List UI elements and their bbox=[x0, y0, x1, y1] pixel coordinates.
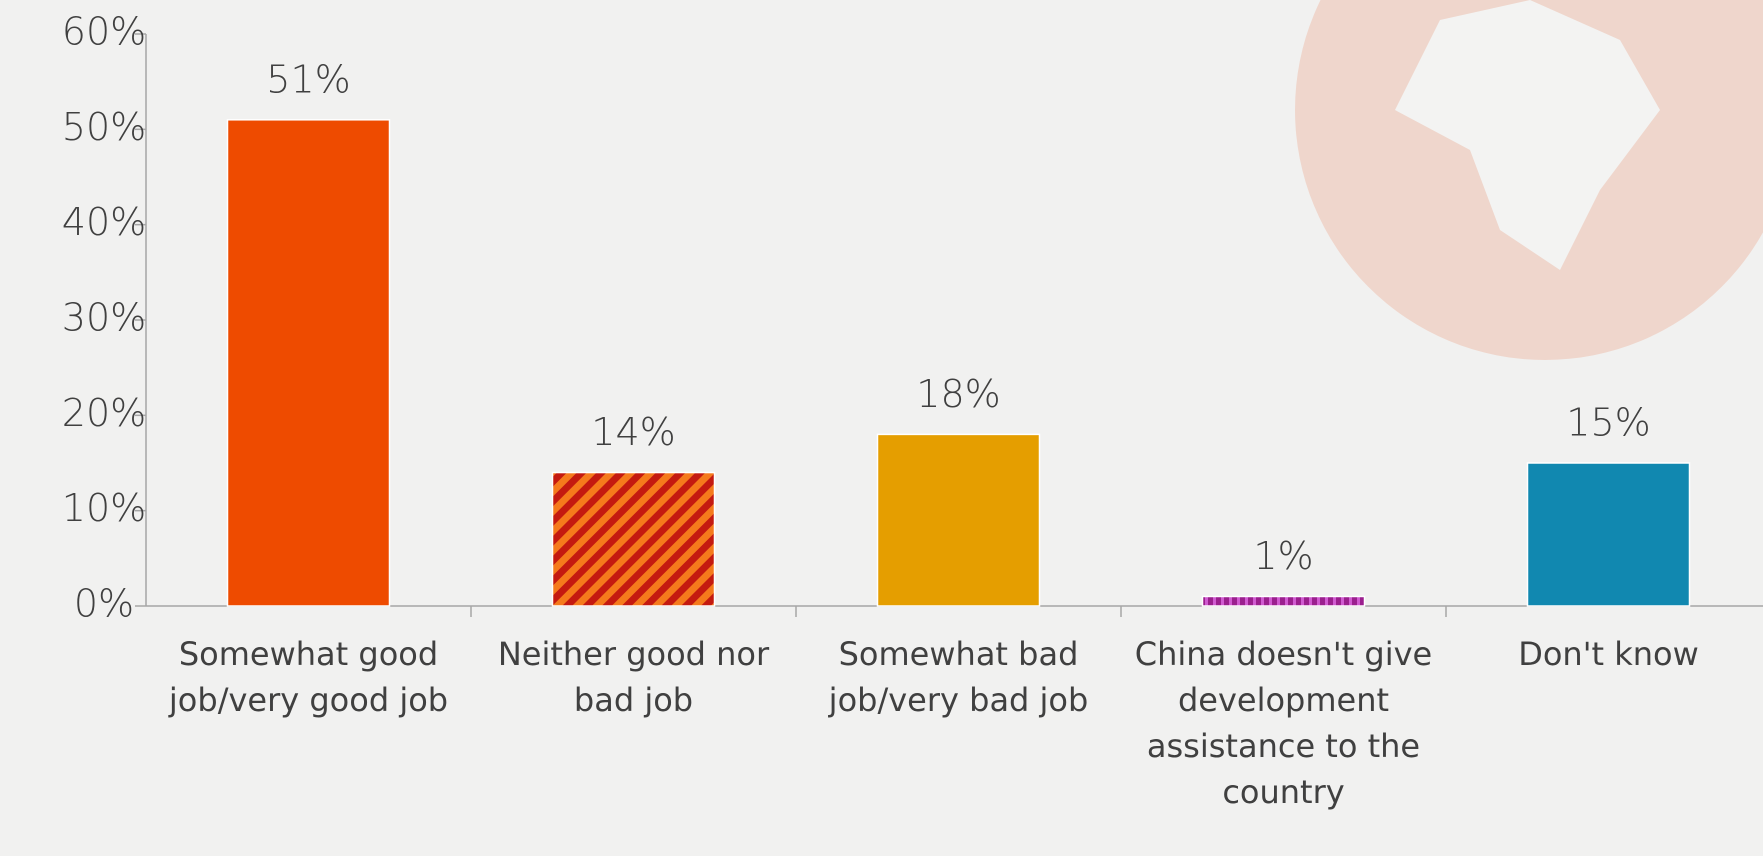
y-tick-label: 10% bbox=[62, 486, 146, 530]
bar bbox=[876, 433, 1041, 607]
y-tick-label: 60% bbox=[62, 10, 146, 54]
bar bbox=[226, 119, 391, 607]
background-decoration bbox=[1295, 0, 1763, 360]
x-tick-label: Somewhat bad job/very bad job bbox=[828, 635, 1089, 719]
value-label: 15% bbox=[1566, 401, 1650, 445]
y-tick-label: 30% bbox=[62, 296, 146, 340]
y-tick-label: 0% bbox=[74, 582, 134, 626]
bar bbox=[551, 471, 716, 607]
bar bbox=[1526, 462, 1691, 607]
value-label: 14% bbox=[591, 410, 675, 454]
value-label: 1% bbox=[1253, 534, 1313, 578]
y-tick-label: 20% bbox=[62, 391, 146, 435]
y-tick-label: 50% bbox=[62, 105, 146, 149]
x-tick-label: Don't know bbox=[1518, 635, 1699, 673]
value-label: 18% bbox=[916, 372, 1000, 416]
y-tick-label: 40% bbox=[62, 200, 146, 244]
bar bbox=[1201, 595, 1366, 607]
value-label: 51% bbox=[266, 57, 350, 101]
x-tick-label: Somewhat good job/very good job bbox=[168, 635, 449, 719]
x-tick-label: Neither good nor bad job bbox=[497, 635, 770, 719]
x-tick-label: China doesn't give development assistanc… bbox=[1134, 635, 1433, 811]
